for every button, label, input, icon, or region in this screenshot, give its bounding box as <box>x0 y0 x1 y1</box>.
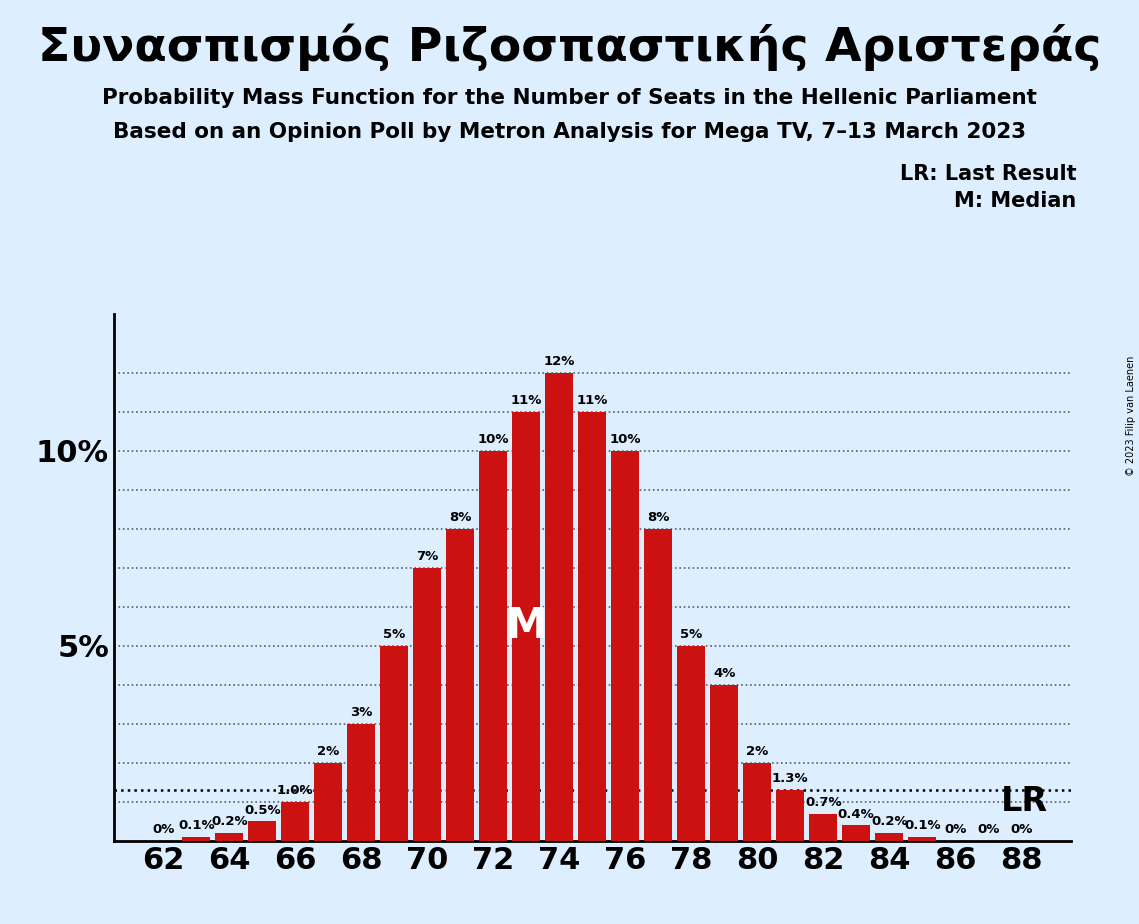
Text: 0.4%: 0.4% <box>838 808 875 821</box>
Bar <box>744 763 771 841</box>
Text: 12%: 12% <box>543 355 575 368</box>
Text: 11%: 11% <box>510 394 542 407</box>
Bar <box>678 646 705 841</box>
Bar <box>908 837 936 841</box>
Text: 4%: 4% <box>713 667 736 680</box>
Text: 7%: 7% <box>416 550 439 563</box>
Text: 11%: 11% <box>576 394 608 407</box>
Text: 0.5%: 0.5% <box>244 804 280 817</box>
Text: 0%: 0% <box>1010 823 1032 836</box>
Bar <box>875 833 903 841</box>
Text: 2%: 2% <box>318 745 339 758</box>
Text: 1.0%: 1.0% <box>277 784 313 797</box>
Text: 0%: 0% <box>977 823 999 836</box>
Bar <box>776 790 804 841</box>
Bar <box>612 451 639 841</box>
Text: 5%: 5% <box>383 628 405 641</box>
Text: 10%: 10% <box>609 433 641 446</box>
Text: 5%: 5% <box>680 628 703 641</box>
Text: 8%: 8% <box>449 511 472 524</box>
Text: © 2023 Filip van Laenen: © 2023 Filip van Laenen <box>1126 356 1136 476</box>
Bar <box>347 723 376 841</box>
Bar <box>546 372 573 841</box>
Text: 1.3%: 1.3% <box>772 772 809 785</box>
Text: 0.1%: 0.1% <box>178 820 214 833</box>
Bar <box>645 529 672 841</box>
Text: 0.7%: 0.7% <box>805 796 842 808</box>
Text: 8%: 8% <box>647 511 670 524</box>
Text: Based on an Opinion Poll by Metron Analysis for Mega TV, 7–13 March 2023: Based on an Opinion Poll by Metron Analy… <box>113 122 1026 142</box>
Bar <box>809 813 837 841</box>
Text: LR: Last Result: LR: Last Result <box>900 164 1076 184</box>
Bar <box>711 685 738 841</box>
Bar <box>842 825 870 841</box>
Text: 0.2%: 0.2% <box>871 815 908 828</box>
Text: Συνασπισμός Ριζοσπαστικής Αριστεράς: Συνασπισμός Ριζοσπαστικής Αριστεράς <box>38 23 1101 70</box>
Text: LR: LR <box>1000 785 1048 819</box>
Text: M: M <box>506 605 547 648</box>
Text: 10%: 10% <box>477 433 509 446</box>
Bar <box>579 412 606 841</box>
Bar <box>380 646 409 841</box>
Text: 0.2%: 0.2% <box>211 815 247 828</box>
Bar <box>446 529 474 841</box>
Text: 0%: 0% <box>153 823 174 836</box>
Text: Probability Mass Function for the Number of Seats in the Hellenic Parliament: Probability Mass Function for the Number… <box>103 88 1036 108</box>
Bar <box>281 802 310 841</box>
Bar <box>314 763 343 841</box>
Text: 2%: 2% <box>746 745 769 758</box>
Text: 3%: 3% <box>350 706 372 719</box>
Bar <box>413 567 441 841</box>
Bar <box>215 833 244 841</box>
Bar <box>248 821 277 841</box>
Text: 0%: 0% <box>944 823 966 836</box>
Bar <box>182 837 211 841</box>
Text: 0.1%: 0.1% <box>904 820 941 833</box>
Bar <box>480 451 507 841</box>
Bar <box>513 412 540 841</box>
Text: M: Median: M: Median <box>954 191 1076 212</box>
